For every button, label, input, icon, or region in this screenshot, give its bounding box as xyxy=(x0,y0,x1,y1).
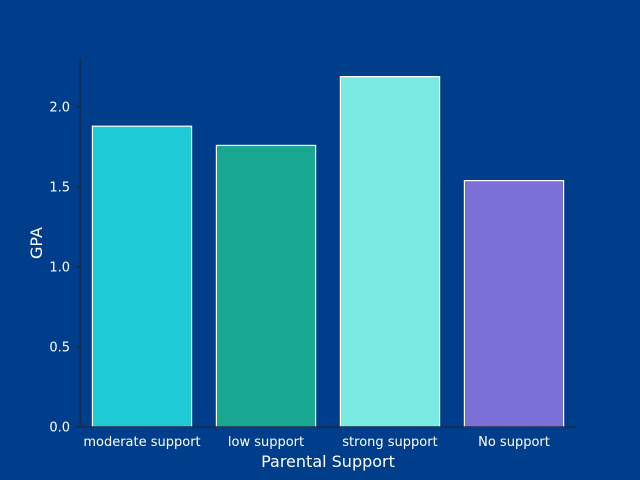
x-tick-label: moderate support xyxy=(83,435,200,450)
x-axis-ticks: moderate support low support strong suppor… xyxy=(83,435,550,450)
y-tick-label: 1.5 xyxy=(49,181,70,196)
bar-strong-support xyxy=(339,75,441,428)
bar-low-support xyxy=(215,144,317,428)
bar-no-support xyxy=(463,180,565,428)
y-axis-ticks: 0.0 0.5 1.0 1.5 2.0 xyxy=(49,101,80,436)
y-tick-label: 0.5 xyxy=(49,341,70,356)
bar-moderate-support xyxy=(91,125,193,428)
y-tick-label: 0.0 xyxy=(49,421,70,436)
x-tick-label: No support xyxy=(478,435,550,450)
x-tick-label: low support xyxy=(228,435,304,450)
y-tick-label: 2.0 xyxy=(49,101,70,116)
bars-group xyxy=(91,75,565,428)
x-tick-label: strong support xyxy=(342,435,437,450)
y-axis-title: GPA xyxy=(27,227,46,259)
y-tick-label: 1.0 xyxy=(49,261,70,276)
x-axis-title: Parental Support xyxy=(261,452,395,471)
